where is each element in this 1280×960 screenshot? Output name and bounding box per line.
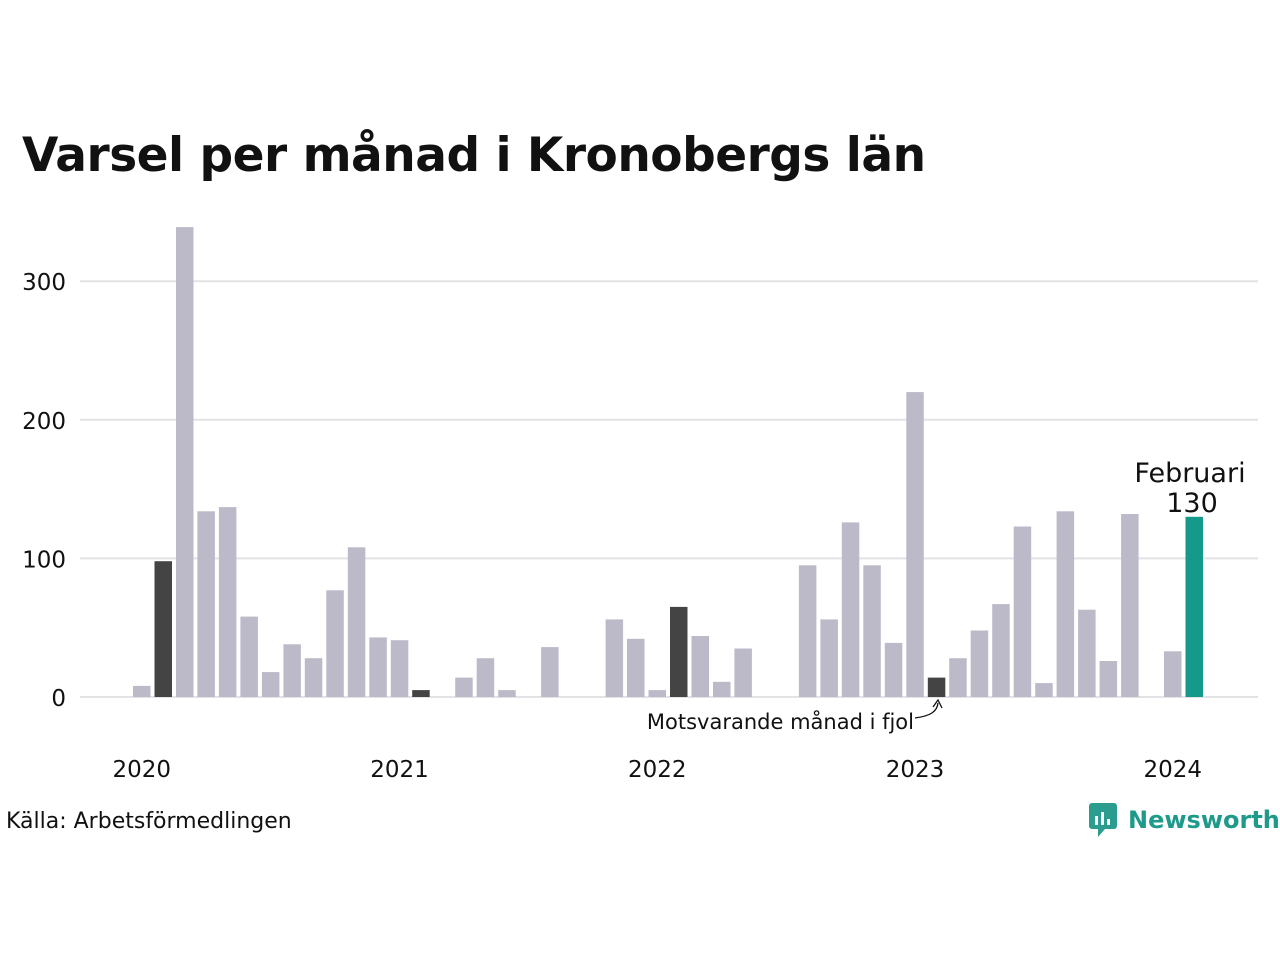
- bar: [1035, 683, 1053, 697]
- current-value-label: 130: [1166, 488, 1218, 519]
- previous-year-arrowhead: [932, 698, 943, 709]
- bars: [133, 227, 1203, 697]
- y-tick-label: 200: [22, 409, 66, 435]
- bar-previous-year: [412, 690, 430, 697]
- bar: [970, 630, 989, 697]
- bar: [455, 677, 473, 697]
- bar: [734, 648, 752, 697]
- newsworthy-logo: Newsworthy: [1088, 802, 1280, 838]
- bar: [498, 690, 516, 697]
- bar: [863, 565, 881, 697]
- bar: [992, 604, 1010, 697]
- bar: [798, 565, 817, 697]
- bar: [648, 690, 666, 697]
- annotations: Februari 130 Motsvarande månad i fjol: [647, 458, 1246, 734]
- bar: [713, 681, 731, 697]
- x-tick-label: 2022: [628, 757, 687, 783]
- bar: [476, 658, 495, 697]
- bar: [304, 658, 323, 697]
- y-tick-label: 300: [22, 270, 66, 296]
- source-note: Källa: Arbetsförmedlingen: [6, 809, 292, 834]
- bar-previous-year: [670, 606, 688, 697]
- bar: [197, 511, 215, 697]
- x-tick-label: 2021: [370, 757, 429, 783]
- bar: [283, 644, 301, 697]
- bar: [1056, 511, 1075, 697]
- x-tick-label: 2024: [1144, 757, 1203, 783]
- bar: [1164, 651, 1182, 697]
- bar: [884, 642, 903, 697]
- y-tick-label: 100: [22, 547, 66, 573]
- chart-title: Varsel per månad i Kronobergs län: [22, 128, 926, 183]
- bar: [691, 636, 709, 697]
- y-axis-ticks: 0 100 200 300: [22, 270, 66, 712]
- x-axis-ticks: 2020 2021 2022 2023 2024: [113, 757, 1203, 783]
- bar: [1078, 609, 1096, 697]
- bar: [347, 547, 366, 697]
- bar: [820, 619, 838, 697]
- bar: [1013, 526, 1032, 697]
- bar: [176, 227, 194, 697]
- bar: [261, 672, 280, 697]
- bar: [240, 616, 258, 697]
- x-tick-label: 2020: [113, 757, 172, 783]
- bar: [605, 619, 624, 697]
- bar-previous-year: [927, 677, 946, 697]
- bar: [218, 507, 237, 697]
- previous-year-label: Motsvarande månad i fjol: [647, 709, 914, 734]
- logo-text: Newsworthy: [1128, 806, 1280, 834]
- bar: [1121, 514, 1139, 697]
- bar: [390, 640, 409, 697]
- bar: [906, 392, 924, 697]
- bar: [841, 522, 860, 697]
- bar: [133, 685, 151, 697]
- current-month-label: Februari: [1134, 458, 1245, 489]
- bar-previous-year: [154, 561, 172, 697]
- bar: [627, 638, 645, 697]
- bar: [541, 647, 559, 697]
- previous-year-arrow: [914, 702, 939, 719]
- bar-current: [1185, 516, 1203, 697]
- x-tick-label: 2023: [886, 757, 945, 783]
- bar: [326, 590, 344, 697]
- bar: [949, 658, 967, 697]
- bar: [369, 637, 387, 697]
- y-tick-label: 0: [51, 686, 66, 712]
- chart-logo-icon: [1089, 803, 1117, 837]
- bar: [1099, 661, 1118, 697]
